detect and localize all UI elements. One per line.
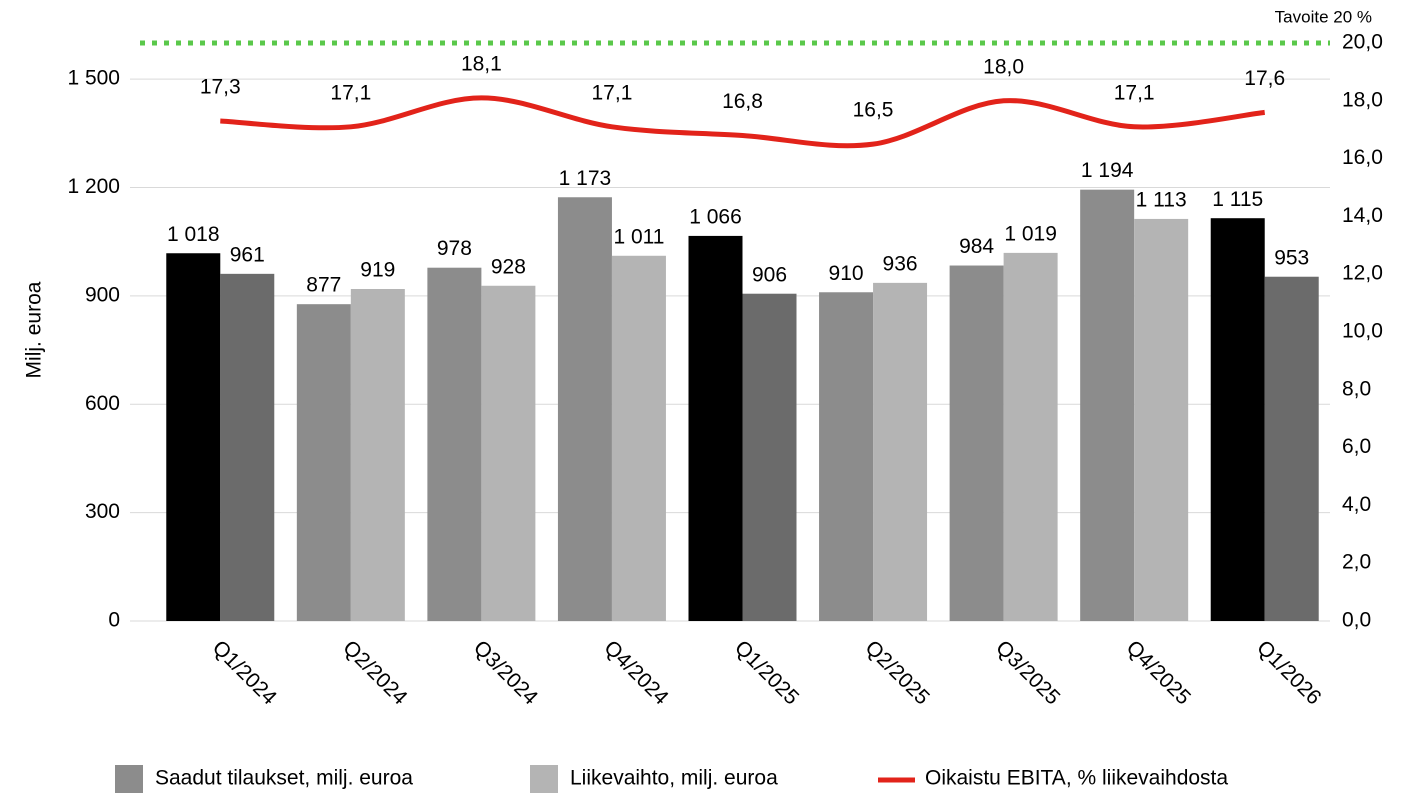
data-label: 17,1 bbox=[592, 81, 633, 104]
data-label: 928 bbox=[491, 255, 526, 278]
data-label: 906 bbox=[752, 263, 787, 286]
data-label: 978 bbox=[437, 237, 472, 260]
bar bbox=[1210, 218, 1265, 622]
bar bbox=[1134, 218, 1189, 621]
bar bbox=[949, 265, 1004, 621]
x-tick-label: Q3/2025 bbox=[991, 636, 1064, 709]
data-label: 17,1 bbox=[330, 81, 371, 104]
bar bbox=[296, 304, 351, 621]
data-label: 17,6 bbox=[1244, 67, 1285, 90]
x-tick-label: Q2/2024 bbox=[338, 636, 411, 709]
x-tick-label: Q1/2024 bbox=[208, 636, 281, 709]
y-tick-label: 0 bbox=[108, 609, 120, 632]
x-tick-label: Q1/2025 bbox=[730, 636, 803, 709]
y-tick-label: 300 bbox=[85, 500, 120, 523]
target-label: Tavoite 20 % bbox=[1275, 7, 1372, 26]
bar bbox=[1080, 189, 1135, 622]
data-label: 16,8 bbox=[722, 90, 763, 113]
data-label: 17,3 bbox=[200, 76, 241, 99]
data-label: 17,1 bbox=[1114, 81, 1155, 104]
data-label: 18,1 bbox=[461, 52, 502, 75]
y-tick-label: 1 500 bbox=[67, 67, 120, 90]
y2-tick-label: 8,0 bbox=[1342, 377, 1371, 400]
y-tick-label: 600 bbox=[85, 392, 120, 415]
bar bbox=[220, 273, 275, 621]
data-label: 961 bbox=[230, 243, 265, 266]
y2-tick-label: 20,0 bbox=[1342, 31, 1383, 54]
data-label: 984 bbox=[959, 235, 994, 258]
y2-tick-label: 14,0 bbox=[1342, 204, 1383, 227]
data-label: 1 018 bbox=[167, 223, 220, 246]
y-tick-label: 1 200 bbox=[67, 175, 120, 198]
data-label: 1 066 bbox=[689, 205, 742, 228]
bar bbox=[873, 282, 928, 621]
data-label: 18,0 bbox=[983, 55, 1024, 78]
legend-swatch bbox=[115, 765, 143, 793]
legend-label: Oikaistu EBITA, % liikevaihdosta bbox=[925, 767, 1228, 790]
data-label: 1 115 bbox=[1212, 188, 1263, 211]
y2-tick-label: 10,0 bbox=[1342, 320, 1383, 343]
data-label: 919 bbox=[360, 259, 395, 282]
legend-swatch bbox=[530, 765, 558, 793]
line bbox=[220, 95, 1265, 149]
data-label: 877 bbox=[306, 274, 341, 297]
legend-label: Liikevaihto, milj. euroa bbox=[570, 767, 778, 790]
legend-label: Saadut tilaukset, milj. euroa bbox=[155, 767, 413, 790]
y-tick-label: 900 bbox=[85, 283, 120, 306]
data-label: 1 194 bbox=[1081, 159, 1134, 182]
bar bbox=[427, 267, 482, 621]
bar bbox=[557, 197, 612, 621]
y2-tick-label: 0,0 bbox=[1342, 609, 1371, 632]
x-tick-label: Q4/2025 bbox=[1122, 636, 1195, 709]
data-label: 16,5 bbox=[853, 99, 894, 122]
y2-tick-label: 4,0 bbox=[1342, 493, 1371, 516]
bar bbox=[688, 235, 743, 621]
bar bbox=[1264, 276, 1319, 621]
y-axis-title: Milj. euroa bbox=[23, 281, 46, 378]
x-tick-label: Q3/2024 bbox=[469, 636, 542, 709]
y2-tick-label: 2,0 bbox=[1342, 551, 1371, 574]
data-label: 1 011 bbox=[613, 225, 664, 248]
bar bbox=[350, 289, 405, 621]
y2-tick-label: 6,0 bbox=[1342, 435, 1371, 458]
bar bbox=[1003, 252, 1058, 622]
data-label: 936 bbox=[883, 252, 918, 275]
x-tick-label: Q1/2026 bbox=[1252, 636, 1325, 709]
data-label: 1 173 bbox=[559, 167, 612, 190]
data-label: 910 bbox=[829, 262, 864, 285]
bar bbox=[742, 293, 797, 621]
data-label: 953 bbox=[1274, 246, 1309, 269]
x-tick-label: Q4/2024 bbox=[599, 636, 672, 709]
x-tick-label: Q2/2025 bbox=[861, 636, 934, 709]
y2-tick-label: 12,0 bbox=[1342, 262, 1383, 285]
bar bbox=[611, 255, 666, 621]
y2-tick-label: 16,0 bbox=[1342, 146, 1383, 169]
data-label: 1 113 bbox=[1136, 188, 1187, 211]
bar bbox=[166, 253, 221, 621]
bar bbox=[481, 285, 536, 621]
bar bbox=[819, 292, 874, 621]
y2-tick-label: 18,0 bbox=[1342, 88, 1383, 111]
data-label: 1 019 bbox=[1004, 222, 1057, 245]
